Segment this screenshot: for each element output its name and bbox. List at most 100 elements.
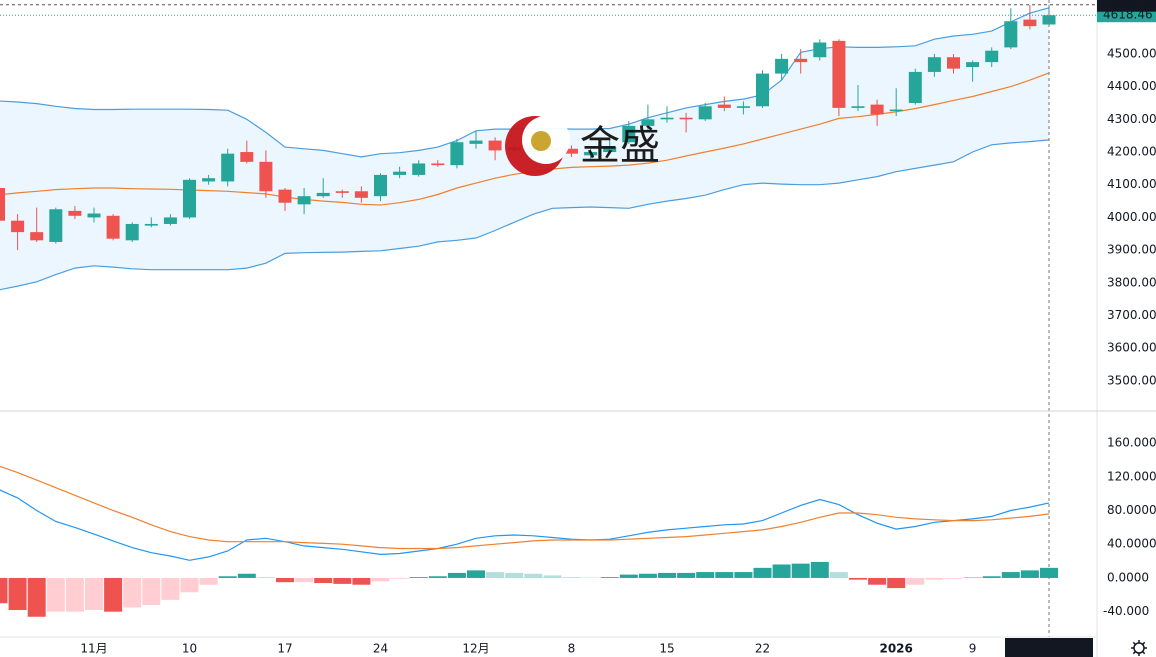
y-tick-label: 4100.00: [1107, 177, 1156, 191]
candle-body: [450, 142, 464, 166]
x-tick-label: 15: [659, 642, 674, 656]
candle-body: [354, 191, 368, 198]
candle-body: [469, 140, 483, 144]
histogram-bar: [237, 573, 256, 578]
candle-body: [240, 152, 254, 162]
candle-body: [393, 171, 407, 175]
candle-body: [106, 215, 120, 239]
candle-body: [775, 58, 789, 74]
indicator-line: [0, 139, 1050, 291]
histogram-bar: [199, 577, 218, 585]
x-tick-label: 9: [969, 642, 977, 656]
x-tick-label: 12月: [462, 642, 489, 656]
histogram-bar: [562, 577, 581, 578]
histogram-bar: [123, 577, 142, 608]
candle-body: [412, 163, 426, 175]
histogram-bar: [810, 561, 829, 578]
histogram-bar: [677, 572, 696, 578]
y-tick-label: -40.000: [1103, 604, 1149, 618]
histogram-bar: [27, 577, 46, 617]
y-tick-label: 120.000: [1107, 469, 1156, 483]
x-tick-label: 8: [568, 642, 576, 656]
candle-body: [813, 42, 827, 58]
histogram-bar: [371, 577, 390, 582]
x-tick-label: 11月: [80, 642, 107, 656]
histogram-bar: [314, 577, 333, 584]
histogram-bar: [295, 577, 314, 583]
histogram-bar: [658, 572, 676, 578]
y-tick-label: 3700.00: [1107, 308, 1156, 322]
candle-body: [622, 125, 636, 143]
watermark-text: 金盛: [580, 123, 660, 169]
y-tick-label: 4300.00: [1107, 112, 1156, 126]
histogram-bar: [505, 572, 524, 578]
histogram-bar: [333, 577, 352, 584]
histogram-bar: [142, 577, 161, 605]
histogram-bar: [180, 577, 199, 593]
candle-body: [698, 106, 712, 120]
x-tick-label: 24: [373, 642, 388, 656]
histogram-bar: [772, 564, 791, 578]
histogram-bar: [696, 572, 715, 578]
histogram-bar: [467, 570, 485, 578]
y-tick-label: 0.0000: [1107, 570, 1149, 584]
histogram-bar: [8, 577, 27, 611]
histogram-bar: [849, 577, 867, 580]
candle-body: [908, 71, 922, 103]
histogram-bar: [1040, 567, 1058, 578]
settings-icon[interactable]: [1131, 640, 1147, 656]
candle-body: [717, 104, 731, 108]
histogram-bar: [65, 577, 84, 612]
histogram-bar: [104, 577, 123, 612]
histogram-bar: [887, 577, 906, 589]
histogram-bar: [944, 577, 963, 579]
candle-body: [679, 117, 693, 120]
candle-body: [1023, 19, 1037, 27]
candle-body: [68, 210, 82, 216]
candle-body: [297, 196, 311, 205]
indicator-line: [0, 489, 1050, 561]
y-tick-label: 3900.00: [1107, 243, 1156, 257]
candle-body: [947, 57, 960, 69]
candle-body: [736, 106, 750, 108]
histogram-bar: [868, 577, 887, 585]
candle-body: [488, 140, 502, 151]
indicator-line: [0, 465, 1050, 550]
histogram-bar: [447, 572, 466, 578]
candle-body: [584, 152, 598, 156]
crosshair-date-box: [1005, 638, 1093, 657]
y-tick-label: 80.0000: [1107, 503, 1156, 517]
y-tick-label: 160.000: [1107, 436, 1156, 450]
candle-body: [889, 109, 903, 112]
histogram-bar: [753, 567, 772, 578]
histogram-bar: [1001, 572, 1020, 578]
candle-body: [259, 161, 273, 192]
candle-body: [316, 192, 330, 197]
candle-body: [985, 50, 999, 63]
histogram-bar: [829, 572, 848, 578]
x-tick-label: 22: [755, 642, 770, 656]
histogram-bar: [1020, 570, 1039, 578]
histogram-bar: [428, 576, 447, 578]
candle-body: [49, 209, 63, 242]
histogram-bar: [925, 577, 944, 580]
candle-body: [0, 187, 5, 221]
histogram-bar: [409, 577, 428, 578]
candle-body: [335, 191, 349, 193]
histogram-bar: [46, 577, 65, 612]
x-tick-label: 2026: [879, 642, 912, 656]
candle-body: [851, 106, 865, 108]
y-tick-label: 4400.00: [1107, 79, 1156, 93]
histogram-bar: [982, 576, 1001, 578]
candle-body: [202, 178, 216, 182]
logo-ball: [531, 131, 551, 151]
histogram-bar: [276, 577, 294, 583]
histogram-bar: [734, 572, 753, 578]
histogram-bar: [218, 576, 237, 578]
candle-body: [565, 148, 578, 154]
candle-body: [183, 179, 196, 218]
candle-body: [870, 104, 884, 115]
y-tick-label: 3600.00: [1107, 341, 1156, 355]
histogram-bar: [600, 577, 619, 578]
